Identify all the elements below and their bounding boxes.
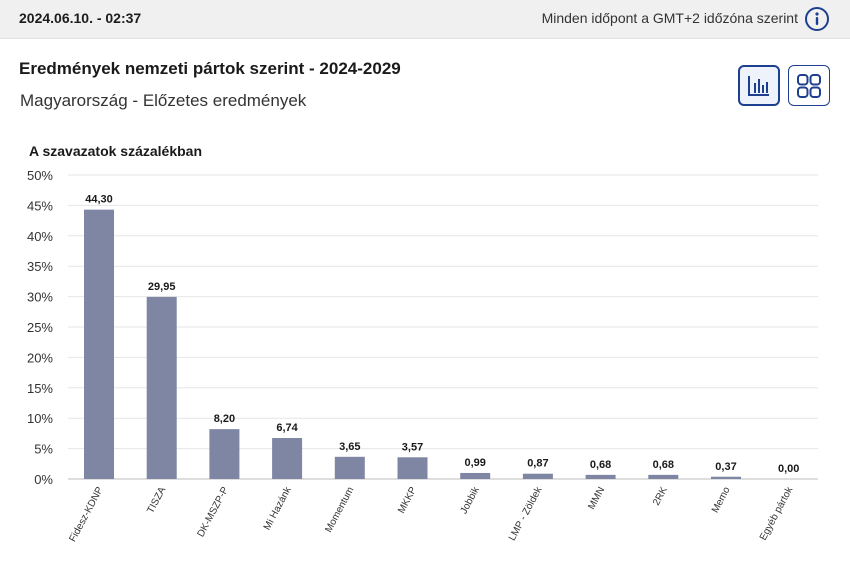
x-tick-label: TISZA: [145, 485, 168, 515]
data-label: 6,74: [276, 422, 298, 434]
data-label: 0,99: [464, 457, 485, 469]
y-tick-label: 40%: [27, 229, 53, 244]
y-tick-label: 0%: [34, 472, 53, 487]
y-tick-label: 30%: [27, 290, 53, 305]
x-tick-label: MMN: [586, 485, 607, 511]
x-tick-label: Mi Hazánk: [262, 484, 294, 532]
data-label: 0,37: [715, 461, 736, 473]
data-label: 0,00: [778, 463, 799, 475]
data-label: 3,65: [339, 441, 360, 453]
timestamp: 2024.06.10. - 02:37: [19, 10, 142, 26]
x-tick-label: Momentum: [323, 485, 356, 534]
y-tick-label: 35%: [27, 259, 53, 274]
chart-y-label: A szavazatok százalékban: [29, 143, 203, 159]
data-label: 44,30: [85, 194, 113, 206]
x-tick-label: Memo: [710, 485, 733, 515]
top-bar: 2024.06.10. - 02:37 Minden időpont a GMT…: [0, 0, 850, 39]
y-tick-label: 10%: [27, 411, 53, 426]
bar: [84, 209, 114, 479]
x-tick-label: DK-MSZP-P: [196, 485, 232, 539]
y-tick-label: 25%: [27, 320, 53, 335]
info-circle-icon[interactable]: [804, 6, 830, 32]
bar: [460, 472, 491, 479]
y-tick-label: 50%: [27, 168, 53, 183]
x-tick-label: Jobbik: [459, 484, 483, 516]
y-tick-label: 45%: [27, 198, 53, 213]
chart-view-button[interactable]: [738, 65, 780, 106]
bar: [648, 474, 679, 479]
grid-view-button[interactable]: [788, 65, 830, 106]
page-subtitle: Magyarország - Előzetes eredmények: [20, 91, 307, 110]
bar: [272, 438, 303, 479]
y-tick-label: 5%: [34, 442, 53, 457]
bar: [146, 296, 177, 479]
x-tick-label: LMP - Zöldek: [507, 484, 545, 542]
data-label: 29,95: [148, 281, 176, 293]
page-title: Eredmények nemzeti pártok szerint - 2024…: [19, 59, 401, 78]
timezone-note: Minden időpont a GMT+2 időzóna szerint: [541, 10, 798, 26]
x-tick-label: Egyéb pártok: [758, 484, 796, 542]
bar: [209, 429, 240, 479]
bar: [397, 457, 428, 479]
data-label: 0,68: [653, 459, 674, 471]
bar: [711, 476, 741, 479]
bar: [522, 473, 553, 479]
data-label: 3,57: [402, 441, 423, 453]
x-tick-label: MKKP: [396, 485, 419, 515]
data-label: 8,20: [214, 413, 235, 425]
y-tick-label: 15%: [27, 381, 53, 396]
bar: [334, 456, 365, 479]
data-label: 0,68: [590, 459, 611, 471]
data-label: 0,87: [527, 458, 548, 470]
bar-chart-icon: [748, 75, 769, 96]
x-tick-label: 2RK: [651, 485, 670, 508]
grid-icon: [797, 73, 821, 98]
bar: [585, 474, 616, 479]
x-tick-label: Fidesz-KDNP: [67, 485, 105, 544]
bar-chart: 0% 5% 10% 15% 20% 25% 30% 35% 40% 45% 50% 44,30 Fide…: [27, 168, 818, 544]
y-tick-label: 20%: [27, 350, 53, 365]
